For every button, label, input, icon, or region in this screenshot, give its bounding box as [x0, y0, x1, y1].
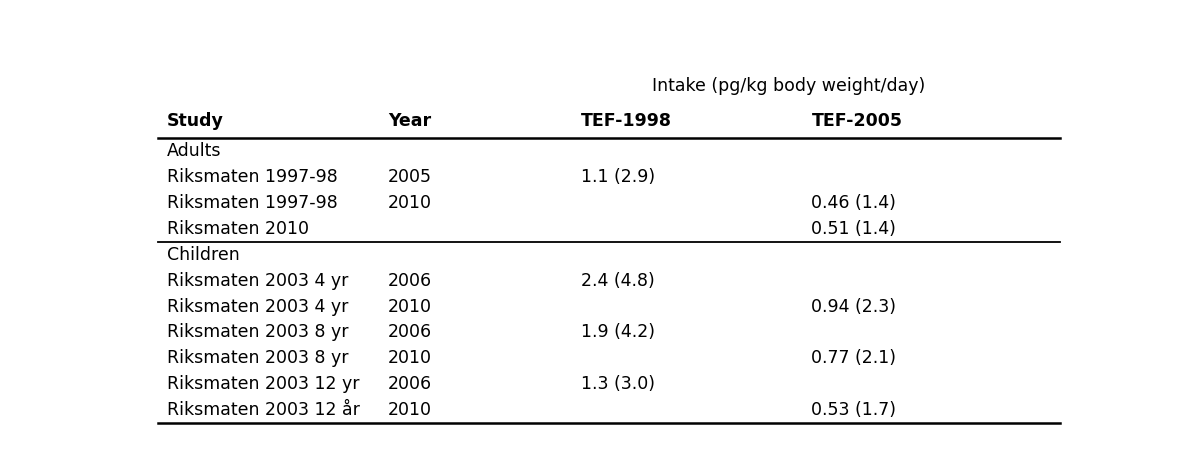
- Text: 2005: 2005: [387, 168, 432, 186]
- Text: Riksmaten 2003 4 yr: Riksmaten 2003 4 yr: [166, 271, 348, 290]
- Text: Riksmaten 2003 4 yr: Riksmaten 2003 4 yr: [166, 297, 348, 316]
- Text: 2010: 2010: [387, 297, 432, 316]
- Text: Intake (pg/kg body weight/day): Intake (pg/kg body weight/day): [652, 77, 925, 95]
- Text: 2006: 2006: [387, 323, 432, 341]
- Text: 0.46 (1.4): 0.46 (1.4): [811, 194, 896, 212]
- Text: 0.77 (2.1): 0.77 (2.1): [811, 349, 897, 367]
- Text: Riksmaten 2003 12 år: Riksmaten 2003 12 år: [166, 401, 360, 419]
- Text: Riksmaten 2003 8 yr: Riksmaten 2003 8 yr: [166, 349, 348, 367]
- Text: Year: Year: [387, 112, 431, 130]
- Text: 1.1 (2.9): 1.1 (2.9): [581, 168, 656, 186]
- Text: Riksmaten 2003 8 yr: Riksmaten 2003 8 yr: [166, 323, 348, 341]
- Text: Riksmaten 2003 12 yr: Riksmaten 2003 12 yr: [166, 375, 360, 393]
- Text: TEF-1998: TEF-1998: [581, 112, 672, 130]
- Text: 2.4 (4.8): 2.4 (4.8): [581, 271, 655, 290]
- Text: Study: Study: [166, 112, 223, 130]
- Text: 2010: 2010: [387, 194, 432, 212]
- Text: 1.9 (4.2): 1.9 (4.2): [581, 323, 656, 341]
- Text: Riksmaten 2010: Riksmaten 2010: [166, 220, 309, 238]
- Text: Adults: Adults: [166, 142, 221, 160]
- Text: Riksmaten 1997-98: Riksmaten 1997-98: [166, 194, 337, 212]
- Text: 1.3 (3.0): 1.3 (3.0): [581, 375, 656, 393]
- Text: 2010: 2010: [387, 401, 432, 419]
- Text: 0.53 (1.7): 0.53 (1.7): [811, 401, 897, 419]
- Text: 2006: 2006: [387, 375, 432, 393]
- Text: 2010: 2010: [387, 349, 432, 367]
- Text: 0.51 (1.4): 0.51 (1.4): [811, 220, 896, 238]
- Text: Riksmaten 1997-98: Riksmaten 1997-98: [166, 168, 337, 186]
- Text: TEF-2005: TEF-2005: [811, 112, 903, 130]
- Text: Children: Children: [166, 246, 240, 264]
- Text: 2006: 2006: [387, 271, 432, 290]
- Text: 0.94 (2.3): 0.94 (2.3): [811, 297, 897, 316]
